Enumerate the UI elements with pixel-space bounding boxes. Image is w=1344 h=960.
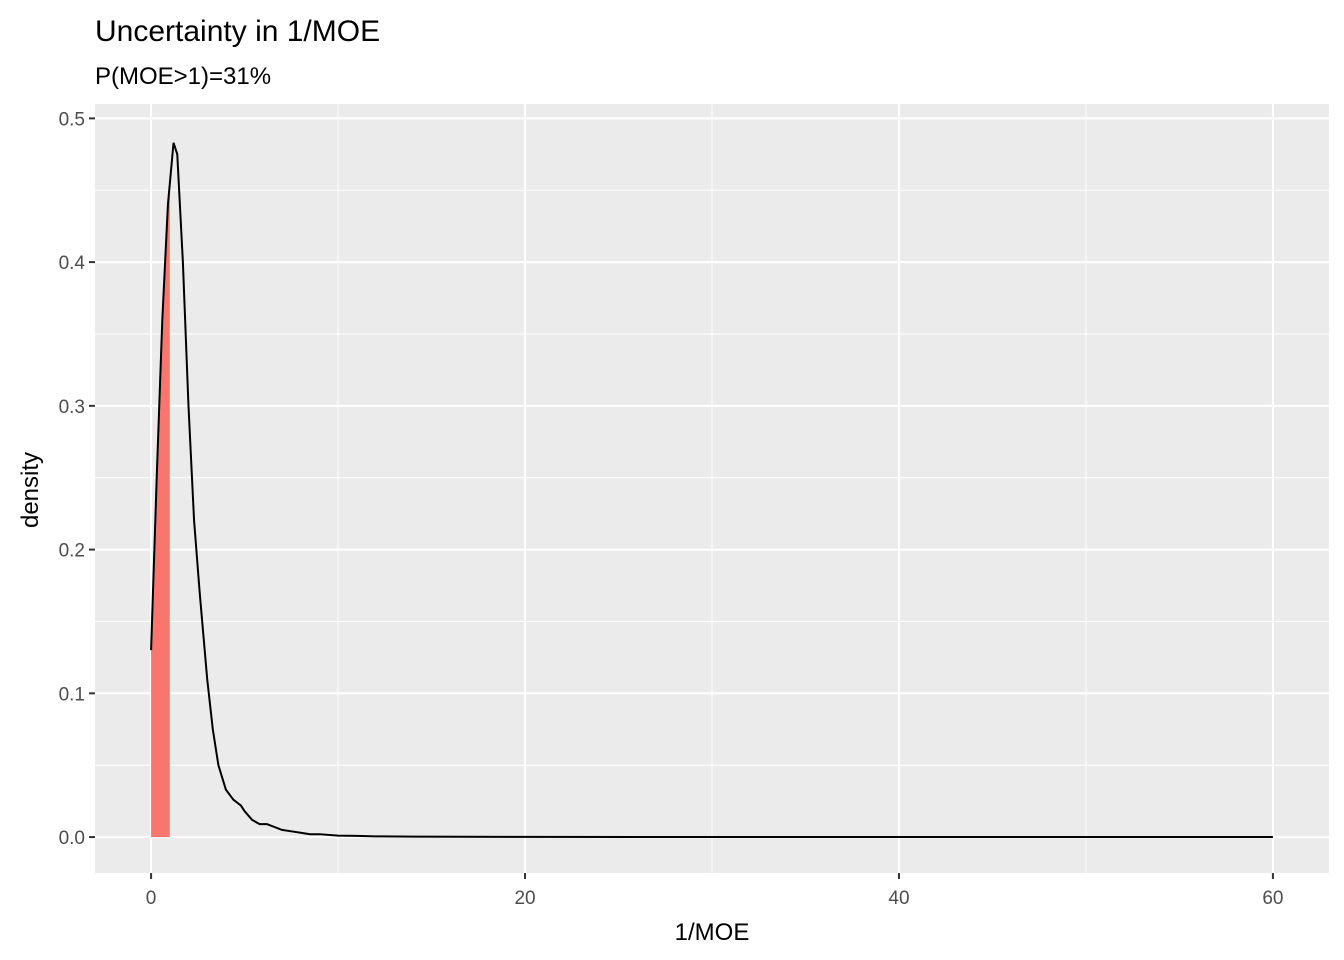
grid-major <box>95 104 1329 873</box>
x-axis-title: 1/MOE <box>675 919 750 946</box>
highlight-area <box>151 184 170 838</box>
y-tick-label: 0.4 <box>59 253 86 274</box>
grid-minor <box>95 104 1329 873</box>
y-tick-label: 0.5 <box>59 109 85 130</box>
y-axis-title: density <box>17 452 44 528</box>
x-tick-label: 20 <box>514 888 535 909</box>
density-line-layer <box>150 142 1273 839</box>
chart-subtitle: P(MOE>1)=31% <box>95 63 271 90</box>
x-tick-label: 60 <box>1262 888 1283 909</box>
chart-title: Uncertainty in 1/MOE <box>95 15 380 48</box>
y-tick-label: 0.0 <box>59 828 85 849</box>
y-tick-label: 0.2 <box>59 541 85 562</box>
highlight-area-layer <box>151 184 170 838</box>
x-axis: 0 20 40 60 <box>146 873 1283 909</box>
x-tick-label: 0 <box>146 888 157 909</box>
density-line <box>150 142 1273 839</box>
y-tick-label: 0.1 <box>59 684 85 705</box>
x-tick-label: 40 <box>888 888 909 909</box>
y-tick-label: 0.3 <box>59 397 85 418</box>
y-axis: 0.0 0.1 0.2 0.3 0.4 0.5 <box>59 109 95 849</box>
